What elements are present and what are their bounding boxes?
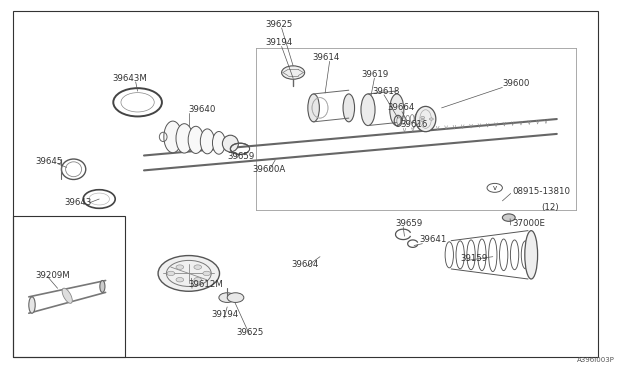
- Text: 39625: 39625: [237, 328, 264, 337]
- Ellipse shape: [308, 94, 319, 122]
- Circle shape: [421, 119, 425, 122]
- Text: 39194: 39194: [211, 310, 239, 319]
- Ellipse shape: [62, 288, 72, 303]
- Circle shape: [167, 271, 175, 276]
- Text: 39614: 39614: [312, 53, 340, 62]
- Ellipse shape: [415, 106, 436, 132]
- Text: 39625: 39625: [266, 20, 293, 29]
- Text: 39645: 39645: [35, 157, 63, 166]
- Circle shape: [194, 265, 202, 269]
- Ellipse shape: [212, 131, 225, 154]
- Ellipse shape: [29, 297, 35, 313]
- Text: 39612M: 39612M: [189, 280, 223, 289]
- Bar: [13, 216, 125, 357]
- Text: 37000E: 37000E: [512, 219, 545, 228]
- Text: 39618: 39618: [372, 87, 400, 96]
- Text: 39604: 39604: [291, 260, 319, 269]
- Text: 39616: 39616: [400, 120, 428, 129]
- Text: 39600: 39600: [502, 79, 530, 88]
- Circle shape: [194, 278, 202, 282]
- Text: (12): (12): [541, 203, 559, 212]
- Ellipse shape: [100, 280, 105, 292]
- Ellipse shape: [188, 126, 204, 154]
- Text: 08915-13810: 08915-13810: [512, 187, 570, 196]
- Text: 39640: 39640: [189, 105, 216, 114]
- Text: 39209M: 39209M: [35, 271, 70, 280]
- Text: 39659: 39659: [227, 152, 255, 161]
- Ellipse shape: [176, 124, 193, 153]
- Circle shape: [227, 293, 244, 302]
- Text: A396i003P: A396i003P: [577, 357, 614, 363]
- Circle shape: [429, 118, 433, 120]
- Circle shape: [176, 278, 184, 282]
- Ellipse shape: [525, 231, 538, 279]
- Ellipse shape: [164, 121, 182, 153]
- Text: 39619: 39619: [362, 70, 389, 79]
- Text: 39643M: 39643M: [112, 74, 147, 83]
- Text: 39194: 39194: [266, 38, 293, 47]
- Circle shape: [176, 265, 184, 269]
- Text: 39643: 39643: [64, 198, 92, 207]
- Circle shape: [203, 271, 211, 276]
- Circle shape: [219, 293, 236, 302]
- Text: 39600A: 39600A: [253, 165, 286, 174]
- Text: 39664: 39664: [387, 103, 415, 112]
- Ellipse shape: [361, 94, 375, 125]
- Circle shape: [421, 116, 425, 119]
- Circle shape: [158, 256, 220, 291]
- Ellipse shape: [200, 129, 214, 154]
- Text: 39159: 39159: [461, 254, 488, 263]
- Text: 39641: 39641: [419, 235, 447, 244]
- Ellipse shape: [343, 94, 355, 122]
- Text: v: v: [493, 185, 497, 191]
- Circle shape: [502, 214, 515, 221]
- Ellipse shape: [223, 135, 238, 152]
- Circle shape: [282, 66, 305, 79]
- Text: 39659: 39659: [396, 219, 423, 228]
- Ellipse shape: [390, 94, 404, 125]
